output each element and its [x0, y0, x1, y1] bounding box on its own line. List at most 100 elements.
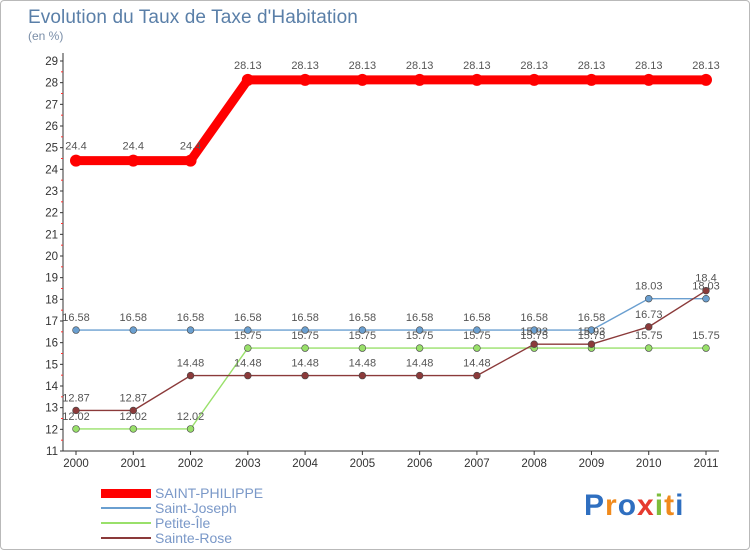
y-tick-label: 26	[45, 121, 58, 133]
data-label: 16.58	[234, 312, 262, 324]
data-label: 16.58	[349, 312, 377, 324]
data-point	[358, 371, 367, 380]
data-label: 28.13	[234, 60, 262, 72]
data-point	[473, 326, 481, 334]
logo-letter: r	[605, 489, 618, 522]
data-label: 24.4	[180, 141, 201, 153]
data-label: 12.87	[62, 392, 90, 404]
x-tick-label: 2011	[694, 458, 719, 470]
y-tick-label: 21	[45, 229, 58, 241]
x-tick-label: 2003	[235, 458, 261, 470]
data-label: 15.75	[692, 330, 720, 342]
data-point	[129, 425, 137, 433]
logo-letter: P	[584, 489, 606, 522]
data-label: 16.58	[291, 312, 319, 324]
legend-label: SAINT-PHILIPPE	[155, 485, 264, 501]
data-point	[129, 326, 137, 334]
x-tick-label: 2001	[120, 458, 146, 470]
data-label: 15.75	[578, 330, 606, 342]
data-point	[244, 344, 252, 352]
data-point	[299, 73, 312, 86]
y-tick-label: 22	[45, 208, 58, 220]
data-label: 15.75	[406, 330, 434, 342]
data-point	[587, 340, 596, 348]
logo-letter: i	[654, 489, 665, 522]
data-point	[244, 326, 252, 334]
x-tick-label: 2004	[292, 458, 318, 470]
data-label: 14.48	[234, 358, 262, 370]
data-point	[186, 371, 195, 380]
data-label: 14.48	[406, 358, 434, 370]
data-point	[129, 406, 137, 415]
x-tick-label: 2007	[464, 458, 490, 470]
y-tick-label: 13	[45, 403, 58, 415]
data-label: 24.4	[65, 141, 86, 153]
data-point	[413, 73, 426, 86]
data-label: 28.13	[406, 60, 434, 72]
y-tick-label: 15	[45, 359, 58, 371]
data-label: 15.75	[635, 330, 663, 342]
data-label: 16.58	[177, 312, 205, 324]
y-tick-label: 17	[45, 316, 58, 328]
legend-swatch	[101, 522, 151, 524]
data-point	[473, 344, 481, 352]
x-tick-label: 2002	[178, 458, 204, 470]
legend-item: Saint-Joseph	[101, 500, 341, 516]
data-point	[702, 294, 710, 303]
data-point	[700, 73, 712, 86]
legend-label: Sainte-Rose	[155, 530, 233, 546]
legend-label: Saint-Joseph	[155, 500, 237, 516]
data-label: 16.58	[520, 312, 548, 324]
series-line-saint-philippe	[71, 75, 711, 166]
data-point	[702, 344, 710, 352]
data-point	[241, 73, 254, 86]
y-tick-label: 29	[45, 56, 58, 68]
chart-subtitle: (en %)	[28, 29, 64, 43]
data-point	[358, 326, 367, 334]
logo-letter: i	[675, 489, 685, 522]
chart-title: Evolution du Taux de Taxe d'Habitation	[28, 7, 358, 28]
x-tick-label: 2010	[636, 458, 662, 470]
data-point	[186, 425, 195, 433]
data-point	[528, 73, 541, 86]
data-label: 12.87	[120, 392, 148, 404]
data-point	[184, 154, 197, 167]
data-label: 12.02	[177, 411, 205, 423]
y-tick-label: 18	[45, 294, 58, 306]
legend-swatch	[101, 507, 151, 509]
series-line-saint-joseph	[75, 297, 707, 331]
data-point	[127, 154, 140, 167]
data-label: 28.13	[520, 60, 548, 72]
y-tick-label: 28	[45, 78, 58, 90]
y-tick-label: 25	[45, 143, 58, 155]
data-label: 12.02	[62, 411, 90, 423]
data-label: 14.48	[463, 358, 491, 370]
data-label: 28.13	[635, 60, 663, 72]
data-point	[72, 326, 80, 334]
data-point	[470, 73, 483, 86]
data-point	[415, 326, 424, 334]
y-tick-label: 14	[45, 381, 58, 393]
x-tick-label: 2000	[63, 458, 89, 470]
data-point	[587, 326, 596, 334]
data-label: 15.75	[291, 330, 319, 342]
data-point	[301, 344, 309, 352]
logo-letter: x	[637, 489, 655, 522]
y-tick-label: 23	[45, 186, 58, 198]
x-tick-label: 2006	[407, 458, 433, 470]
data-label: 16.73	[635, 309, 663, 321]
proxiti-logo: Proxiti	[584, 489, 684, 523]
legend-item: Sainte-Rose	[101, 530, 341, 546]
data-label: 14.48	[177, 358, 205, 370]
data-point	[356, 73, 369, 86]
data-point	[702, 286, 710, 295]
data-point	[415, 371, 424, 380]
series-line-sainte-rose	[75, 289, 707, 412]
data-label: 16.58	[62, 312, 90, 324]
data-point	[530, 326, 538, 334]
legend-item: SAINT-PHILIPPE	[101, 485, 341, 501]
logo-letter: t	[664, 489, 676, 522]
data-label: 16.58	[406, 312, 434, 324]
data-label: 28.13	[692, 60, 720, 72]
y-tick-label: 24	[45, 164, 58, 176]
